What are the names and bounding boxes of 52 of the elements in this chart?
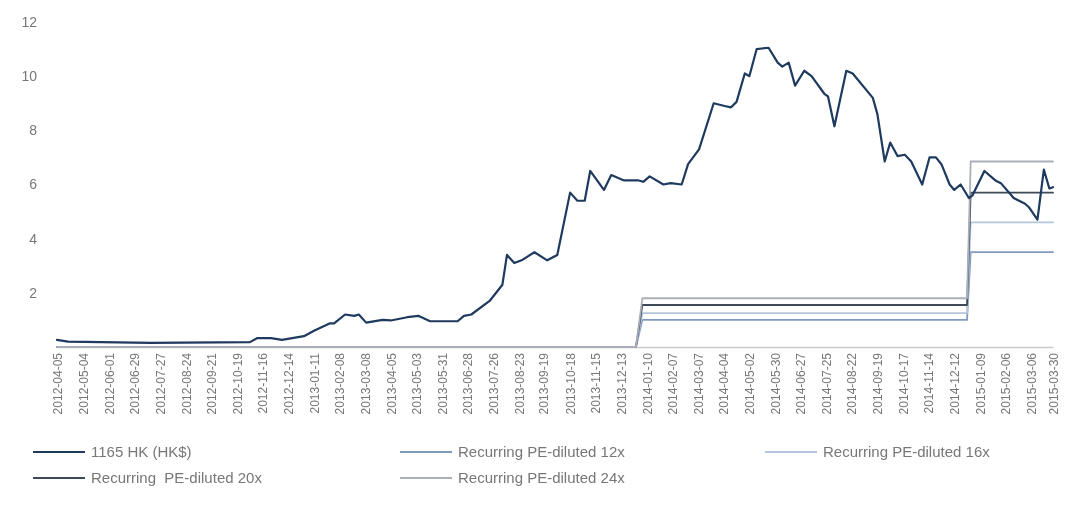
y-tick-label: 12 xyxy=(21,13,38,30)
legend-label: Recurring PE-diluted 16x xyxy=(823,443,991,461)
x-tick-label: 2013-02-08 xyxy=(333,352,348,415)
x-tick-label: 2013-08-23 xyxy=(512,352,527,415)
x-tick-label: 2012-04-05 xyxy=(50,352,65,415)
x-tick-label: 2013-10-18 xyxy=(563,352,578,415)
x-tick-label: 2015-03-06 xyxy=(1024,352,1039,415)
x-tick-label: 2014-11-14 xyxy=(922,352,937,414)
legend-label: 1165 HK (HK$) xyxy=(91,443,192,461)
legend-label: Recurring PE-diluted 24x xyxy=(458,469,626,487)
x-tick-label: 2014-06-27 xyxy=(794,352,809,415)
x-tick-label: 2013-11-15 xyxy=(589,352,604,414)
x-tick-label: 2012-09-21 xyxy=(205,352,220,415)
x-tick-label: 2014-10-17 xyxy=(896,352,911,415)
x-tick-label: 2013-01-11 xyxy=(307,352,322,414)
x-tick-label: 2014-08-22 xyxy=(845,352,860,415)
x-tick-label: 2013-05-31 xyxy=(435,352,450,415)
x-tick-label: 2012-10-19 xyxy=(230,352,245,415)
x-tick-label: 2013-03-08 xyxy=(358,352,373,415)
y-tick-label: 8 xyxy=(29,122,38,139)
x-tick-label: 2012-12-14 xyxy=(282,352,297,415)
legend-label: Recurring PE-diluted 12x xyxy=(458,443,626,461)
x-tick-label: 2012-07-27 xyxy=(154,352,169,415)
x-tick-label: 2014-01-10 xyxy=(640,352,655,415)
x-tick-label: 2012-08-24 xyxy=(179,352,194,415)
x-tick-label: 2013-06-28 xyxy=(461,352,476,415)
x-tick-label: 2013-09-19 xyxy=(537,352,552,415)
y-tick-label: 2 xyxy=(29,284,38,301)
x-tick-label: 2014-03-07 xyxy=(691,352,706,415)
legend-label: Recurring PE-diluted 20x xyxy=(91,469,263,487)
x-tick-label: 2012-06-01 xyxy=(102,352,117,415)
x-tick-label: 2015-02-06 xyxy=(999,352,1014,415)
x-tick-label: 2014-07-25 xyxy=(819,352,834,415)
y-tick-label: 10 xyxy=(21,68,38,85)
x-tick-label: 2012-05-04 xyxy=(77,352,92,415)
x-tick-label: 2013-07-26 xyxy=(486,352,501,415)
x-tick-label: 2014-09-19 xyxy=(871,352,886,415)
x-tick-label: 2012-11-16 xyxy=(256,352,271,414)
x-tick-label: 2014-02-07 xyxy=(666,352,681,415)
line-series xyxy=(55,46,1055,345)
x-tick-label: 2015-01-09 xyxy=(973,352,988,415)
x-tick-label: 2013-05-03 xyxy=(410,352,425,415)
x-tick-label: 2013-04-05 xyxy=(384,352,399,415)
x-tick-label: 2014-05-02 xyxy=(743,352,758,415)
x-tick-label: 2014-05-30 xyxy=(768,352,783,415)
x-tick-label: 2015-03-30 xyxy=(1046,352,1061,415)
x-tick-label: 2014-04-04 xyxy=(717,352,732,415)
x-tick-label: 2013-12-13 xyxy=(615,352,630,415)
x-tick-label: 2012-06-29 xyxy=(128,352,143,415)
y-tick-label: 6 xyxy=(29,176,38,193)
y-tick-label: 4 xyxy=(29,230,38,247)
x-tick-label: 2014-12-12 xyxy=(947,352,962,415)
